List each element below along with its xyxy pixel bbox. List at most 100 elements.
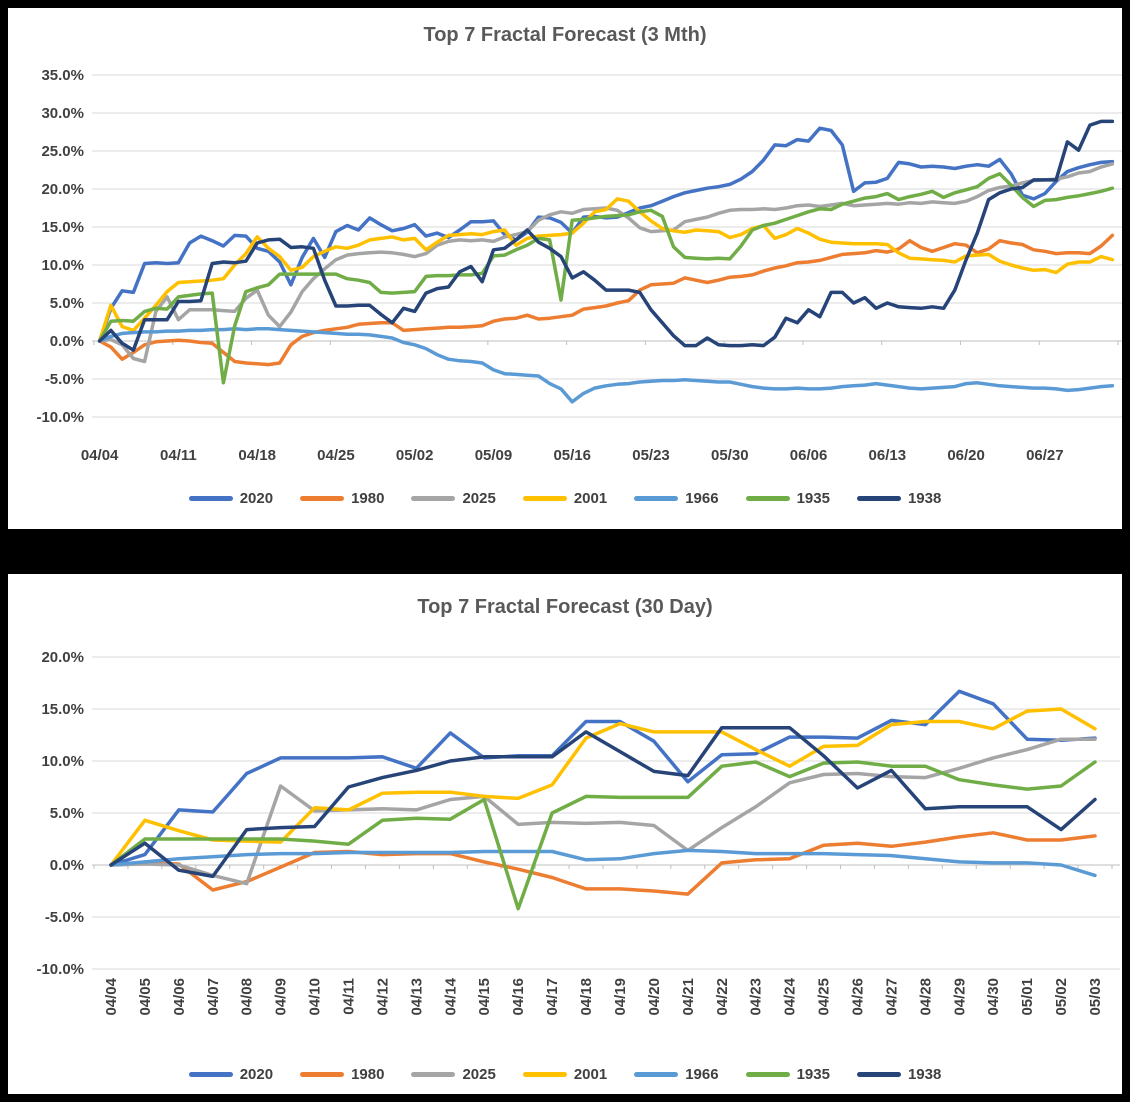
x-axis-label: 04/25 xyxy=(816,978,833,1016)
x-axis-label: 04/30 xyxy=(985,978,1002,1016)
series-line-1938 xyxy=(97,119,1115,352)
x-axis-label: 04/18 xyxy=(578,978,595,1016)
legend-swatch-1966 xyxy=(634,496,679,501)
legend-swatch-2025 xyxy=(411,496,456,501)
legend-item-1966: 1966 xyxy=(634,490,719,507)
series-line-2020 xyxy=(109,689,1097,867)
legend-item-1980: 1980 xyxy=(300,1066,384,1083)
chart-title-3mth: Top 7 Fractal Forecast (3 Mth) xyxy=(423,24,707,46)
legend-swatch-1980 xyxy=(300,1072,345,1077)
x-axis-label: 04/22 xyxy=(714,978,731,1016)
legend-3mth: 2020 1980 2025 2001 1966 1935 1938 xyxy=(8,490,1122,507)
y-axis-label: -10.0% xyxy=(36,961,84,978)
legend-label: 2020 xyxy=(239,1066,274,1083)
legend-swatch-2001 xyxy=(522,496,567,501)
legend-label: 2001 xyxy=(573,490,608,507)
legend-item-2025: 2025 xyxy=(411,1066,496,1083)
x-axis-label: 04/04 xyxy=(81,447,119,464)
x-axis-label: 04/11 xyxy=(160,447,197,464)
legend-item-1938: 1938 xyxy=(856,490,941,507)
legend-swatch-1980 xyxy=(300,496,345,501)
legend-label: 2020 xyxy=(239,490,274,507)
legend-item-1980: 1980 xyxy=(300,490,384,507)
y-axis-label: 0.0% xyxy=(50,857,84,874)
legend-label: 2025 xyxy=(462,1066,496,1083)
x-axis-label: 04/11 xyxy=(341,978,358,1015)
x-axis-label: 04/08 xyxy=(239,978,256,1016)
x-axis-label: 04/13 xyxy=(408,978,425,1016)
legend-item-1938: 1938 xyxy=(856,1066,942,1083)
legend-item-2001: 2001 xyxy=(522,1066,608,1083)
y-axis-label: 35.0% xyxy=(41,67,84,84)
legend-item-1935: 1935 xyxy=(745,1066,830,1083)
x-axis-label: 04/05 xyxy=(137,978,154,1016)
chart-title-30day: Top 7 Fractal Forecast (30 Day) xyxy=(417,596,713,618)
x-axis-label: 04/14 xyxy=(442,977,459,1015)
legend-item-2025: 2025 xyxy=(411,490,496,507)
legend-item-1966: 1966 xyxy=(634,1066,719,1083)
x-axis-label: 04/16 xyxy=(510,978,527,1016)
series-line-2025 xyxy=(109,737,1097,886)
plot-area-30day: 20.0% 15.0% 10.0% 5.0% 0.0% -5.0% -10.0% 04/04 0… xyxy=(36,649,1120,1016)
legend-30day: 2020 1980 2025 2001 1966 1935 1938 xyxy=(8,1066,1122,1083)
legend-swatch-1938 xyxy=(856,1072,901,1077)
legend-label: 2025 xyxy=(462,490,496,507)
y-axis-label: 10.0% xyxy=(41,257,84,274)
y-axis-label: 5.0% xyxy=(50,295,84,312)
y-axis-label: 20.0% xyxy=(41,181,84,198)
series-line-1980 xyxy=(109,831,1097,896)
y-axis-label: 20.0% xyxy=(41,649,84,666)
legend-swatch-1935 xyxy=(745,496,790,501)
series-line-2020 xyxy=(97,126,1115,343)
x-axis-label: 04/12 xyxy=(374,978,391,1016)
x-axis-label: 05/03 xyxy=(1087,978,1104,1016)
x-axis-label: 04/04 xyxy=(103,977,120,1015)
chart-panel-30day: 20.0% 15.0% 10.0% 5.0% 0.0% -5.0% -10.0% 04/04 0… xyxy=(8,574,1122,1094)
x-axis-label: 04/29 xyxy=(951,978,968,1016)
series-line-1938 xyxy=(109,725,1097,879)
x-axis-label: 06/20 xyxy=(947,447,985,464)
legend-item-2020: 2020 xyxy=(188,490,274,507)
legend-item-1935: 1935 xyxy=(745,490,830,507)
x-axis-label: 05/01 xyxy=(1019,978,1036,1016)
legend-swatch-1966 xyxy=(634,1072,679,1077)
x-axis-label: 04/18 xyxy=(238,447,276,464)
plot-area-3mth: 35.0% 30.0% 25.0% 20.0% 15.0% 10.0% 5.0% 0.0% -5… xyxy=(36,67,1122,464)
x-axis-label: 06/13 xyxy=(869,447,907,464)
series-line-1935 xyxy=(97,172,1115,385)
series-line-2025 xyxy=(97,162,1115,364)
y-axis-label: 5.0% xyxy=(50,805,84,822)
chart-panel-3mth: 35.0% 30.0% 25.0% 20.0% 15.0% 10.0% 5.0% 0.0% -5… xyxy=(8,8,1122,529)
x-axis-label: 04/27 xyxy=(883,978,900,1016)
legend-label: 1935 xyxy=(796,490,830,507)
y-axis-label: 30.0% xyxy=(41,105,84,122)
x-axis-label: 04/28 xyxy=(917,978,934,1016)
legend-label: 1980 xyxy=(351,1066,385,1083)
x-axis-label: 05/02 xyxy=(1053,978,1070,1016)
legend-swatch-2020 xyxy=(188,1072,233,1077)
legend-swatch-2020 xyxy=(188,496,233,501)
y-axis-label: 15.0% xyxy=(41,701,84,718)
legend-label: 2001 xyxy=(573,1066,608,1083)
legend-swatch-1935 xyxy=(745,1072,790,1077)
x-axis-label: 04/15 xyxy=(476,978,493,1016)
x-axis-label: 04/09 xyxy=(273,978,290,1016)
y-axis-label: -5.0% xyxy=(45,371,84,388)
x-axis-label: 06/27 xyxy=(1026,447,1064,464)
x-axis-label: 04/21 xyxy=(680,978,697,1016)
y-axis-label: 0.0% xyxy=(50,333,84,350)
x-axis-label: 04/06 xyxy=(171,978,188,1016)
x-axis-label: 05/23 xyxy=(632,447,670,464)
series-line-1966 xyxy=(109,848,1097,878)
y-axis-label: 15.0% xyxy=(41,219,84,236)
legend-swatch-2001 xyxy=(522,1072,567,1077)
legend-label: 1938 xyxy=(907,1066,942,1083)
x-axis-label: 04/17 xyxy=(544,978,561,1016)
x-axis-label: 04/19 xyxy=(612,978,629,1016)
x-axis-label: 05/09 xyxy=(475,447,513,464)
legend-label: 1980 xyxy=(351,490,385,507)
series-line-2001 xyxy=(97,197,1115,343)
y-axis-label: -5.0% xyxy=(45,909,84,926)
x-axis-label: 05/16 xyxy=(553,447,591,464)
legend-label: 1966 xyxy=(685,490,719,507)
